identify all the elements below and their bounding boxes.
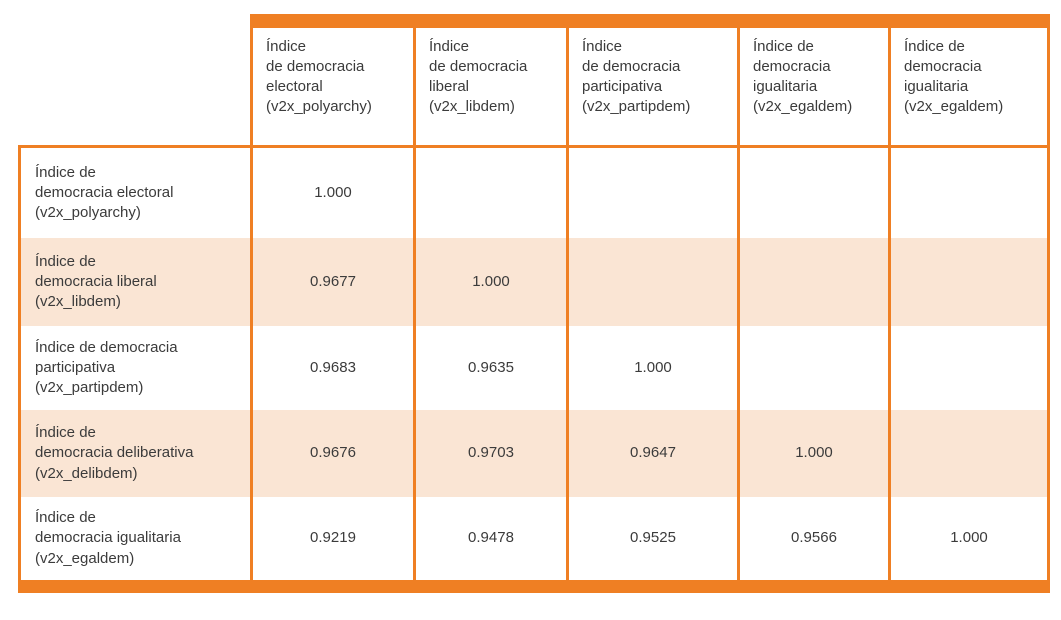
value-cell: 0.9677 — [250, 238, 413, 326]
table-row: Índice de democracia deliberativa (v2x_d… — [18, 410, 1050, 497]
table-row: Índice de democracia participativa (v2x_… — [18, 326, 1050, 410]
value-cell — [888, 326, 1050, 410]
column-header-liberal: Índice de democracia liberal (v2x_libdem… — [413, 14, 566, 148]
table-row: Índice de democracia igualitaria (v2x_eg… — [18, 497, 1050, 593]
value-cell: 0.9647 — [566, 410, 737, 497]
row-header-igualitaria: Índice de democracia igualitaria (v2x_eg… — [18, 497, 250, 593]
corner-cell — [18, 14, 250, 148]
value-cell — [413, 148, 566, 238]
value-cell: 0.9683 — [250, 326, 413, 410]
value-cell: 1.000 — [737, 410, 888, 497]
value-cell — [737, 148, 888, 238]
table-row: Índice de democracia liberal (v2x_libdem… — [18, 238, 1050, 326]
value-cell: 1.000 — [250, 148, 413, 238]
value-cell — [888, 238, 1050, 326]
value-cell: 1.000 — [888, 497, 1050, 593]
value-cell — [888, 148, 1050, 238]
value-cell — [566, 238, 737, 326]
column-header-electoral: Índice de democracia electoral (v2x_poly… — [250, 14, 413, 148]
value-cell — [888, 410, 1050, 497]
value-cell — [737, 238, 888, 326]
column-header-participativa: Índice de democracia participativa (v2x_… — [566, 14, 737, 148]
value-cell: 0.9219 — [250, 497, 413, 593]
column-header-igualitaria-1: Índice de democracia igualitaria (v2x_eg… — [737, 14, 888, 148]
value-cell: 0.9703 — [413, 410, 566, 497]
value-cell: 0.9676 — [250, 410, 413, 497]
value-cell: 0.9525 — [566, 497, 737, 593]
row-header-deliberativa: Índice de democracia deliberativa (v2x_d… — [18, 410, 250, 497]
header-row: Índice de democracia electoral (v2x_poly… — [18, 14, 1050, 148]
value-cell — [737, 326, 888, 410]
correlation-table: Índice de democracia electoral (v2x_poly… — [18, 14, 1050, 593]
value-cell: 0.9566 — [737, 497, 888, 593]
row-header-participativa: Índice de democracia participativa (v2x_… — [18, 326, 250, 410]
value-cell: 0.9478 — [413, 497, 566, 593]
value-cell: 0.9635 — [413, 326, 566, 410]
value-cell — [566, 148, 737, 238]
row-header-liberal: Índice de democracia liberal (v2x_libdem… — [18, 238, 250, 326]
column-header-igualitaria-2: Índice de democracia igualitaria (v2x_eg… — [888, 14, 1050, 148]
value-cell: 1.000 — [566, 326, 737, 410]
table-row: Índice de democracia electoral (v2x_poly… — [18, 148, 1050, 238]
row-header-electoral: Índice de democracia electoral (v2x_poly… — [18, 148, 250, 238]
value-cell: 1.000 — [413, 238, 566, 326]
